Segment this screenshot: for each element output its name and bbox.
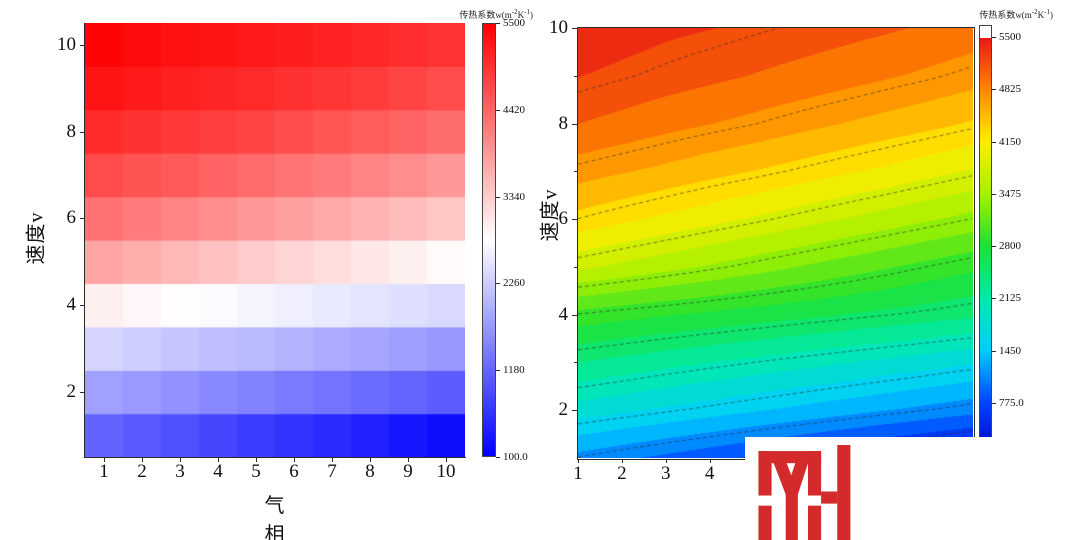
x-tick-label: 1 <box>573 463 583 484</box>
x-tick <box>294 458 295 462</box>
y-tick-label: 2 <box>66 380 77 402</box>
colorbar-tick-label: 5500 <box>999 31 1021 43</box>
y-tick-label: 4 <box>66 294 77 316</box>
x-tick-label: 7 <box>327 461 337 482</box>
x-tick <box>142 458 143 462</box>
colorbar-tick <box>992 193 996 195</box>
right-colorbar-over-cap <box>980 26 991 38</box>
y-tick <box>80 391 84 393</box>
x-tick-label: 3 <box>661 463 671 484</box>
x-tick <box>665 459 667 463</box>
y-tick <box>80 218 84 220</box>
x-tick <box>218 458 219 462</box>
left-chart-x-spine <box>84 457 466 458</box>
y-tick <box>80 305 84 307</box>
x-tick <box>180 458 181 462</box>
left-y-axis-label: 速度v <box>25 211 48 265</box>
colorbar-tick-label: 5500 <box>503 17 525 29</box>
y-tick <box>572 123 577 125</box>
cnmhg-monogram-icon <box>758 445 851 540</box>
heatmap-canvas <box>85 23 465 457</box>
left-colorbar <box>482 23 496 457</box>
colorbar-tick-label: 4150 <box>999 135 1021 148</box>
colorbar-tick-label: 2125 <box>999 292 1021 305</box>
colorbar-tick <box>496 23 500 24</box>
y-tick-label: 8 <box>558 112 569 134</box>
y-tick <box>80 44 84 46</box>
x-tick <box>370 458 371 462</box>
y-minor-tick <box>574 75 577 77</box>
colorbar-tick-label: 1180 <box>503 364 525 377</box>
x-tick-label: 4 <box>704 463 715 484</box>
colorbar-tick <box>992 246 996 247</box>
x-tick-label: 5 <box>251 461 261 482</box>
right-colorbar <box>979 25 992 455</box>
x-tick-label: 6 <box>289 461 299 482</box>
x-tick-label: 10 <box>436 461 456 482</box>
colorbar-tick <box>992 89 996 91</box>
left-colorbar-title: 传热系数w(m-2K-1) <box>459 8 533 20</box>
x-tick <box>332 458 333 462</box>
colorbar-tick-label: 775.0 <box>999 396 1024 409</box>
colorbar-tick-label: 2260 <box>503 277 525 290</box>
x-tick-label: 2 <box>617 463 627 484</box>
y-tick <box>80 131 84 133</box>
right-colorbar-title: 传热系数w(m-2K-1) <box>979 8 1053 20</box>
y-tick-label: 6 <box>558 208 569 230</box>
colorbar-tick-label: 1450 <box>999 344 1021 357</box>
colorbar-tick <box>496 196 500 198</box>
colorbar-tick-label: 2800 <box>999 240 1021 252</box>
x-tick <box>621 459 623 463</box>
x-tick-label: 9 <box>403 461 413 482</box>
x-tick-label: 1 <box>99 461 109 482</box>
y-tick <box>572 410 577 412</box>
x-tick <box>446 458 447 462</box>
y-tick-label: 4 <box>558 303 569 325</box>
colorbar-tick <box>496 370 500 372</box>
x-tick-label: 2 <box>137 461 147 482</box>
y-tick-label: 2 <box>558 399 569 421</box>
watermark-logo: 中国煤化工 CNMHG <box>745 437 1080 540</box>
colorbar-tick-label: 3475 <box>999 187 1021 200</box>
colorbar-tick-label: 100.0 <box>503 451 528 463</box>
y-minor-tick <box>574 171 577 173</box>
left-chart-y-spine <box>84 23 85 458</box>
right-y-axis-label: 速度v <box>539 188 562 242</box>
y-tick <box>572 314 577 316</box>
y-tick-label: 10 <box>549 17 568 38</box>
y-tick <box>572 28 577 29</box>
y-tick-label: 8 <box>66 120 77 142</box>
y-tick-label: 10 <box>57 33 76 55</box>
x-tick-label: 8 <box>365 461 375 482</box>
colorbar-tick <box>992 37 996 38</box>
y-minor-tick <box>574 266 577 268</box>
colorbar-tick <box>992 298 996 300</box>
colorbar-tick <box>992 350 996 352</box>
colorbar-tick-label: 4825 <box>999 83 1021 96</box>
x-tick <box>256 458 257 462</box>
x-tick-label: 3 <box>175 461 185 482</box>
x-tick <box>709 459 711 463</box>
right-colorbar-gradient <box>980 38 991 454</box>
colorbar-tick <box>992 402 996 404</box>
y-minor-tick <box>574 362 577 364</box>
left-x-axis-label: 气相率 <box>264 495 286 540</box>
x-tick <box>408 458 409 462</box>
colorbar-tick <box>992 141 996 143</box>
colorbar-tick <box>496 457 500 458</box>
colorbar-tick <box>496 109 500 111</box>
x-tick <box>578 459 579 463</box>
contour-canvas <box>578 28 973 458</box>
colorbar-tick-label: 3340 <box>503 190 525 203</box>
x-tick-label: 4 <box>213 461 223 482</box>
right-chart-frame <box>577 27 975 460</box>
y-tick <box>572 219 577 221</box>
colorbar-tick-label: 4420 <box>503 103 525 116</box>
x-tick <box>104 458 105 462</box>
y-tick-label: 6 <box>66 207 77 229</box>
colorbar-tick <box>496 283 500 285</box>
